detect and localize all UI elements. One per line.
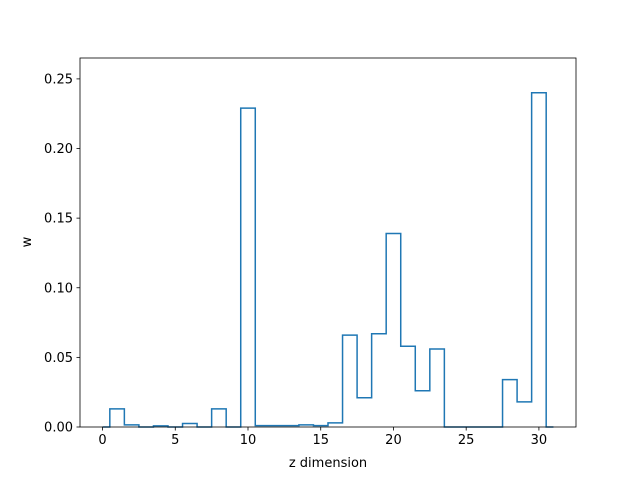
x-tick-label: 25 (458, 433, 475, 448)
axes: 0 5 10 15 20 25 30 0.00 0.05 0.10 0.15 0.20 0.25 (44, 57, 577, 448)
x-tick-label: 0 (98, 433, 106, 448)
x-tick-label: 15 (312, 433, 329, 448)
x-tick-label: 20 (385, 433, 402, 448)
y-tick-label: 0.10 (44, 281, 73, 296)
y-tick-label: 0.00 (44, 421, 73, 436)
x-axis-label: z dimension (289, 456, 367, 471)
y-tick-label: 0.20 (44, 142, 73, 157)
axes-frame (79, 57, 577, 428)
y-axis-label: w (20, 236, 35, 247)
y-tick-label: 0.25 (44, 72, 73, 87)
y-tick-label: 0.05 (44, 351, 73, 366)
x-tick-label: 10 (240, 433, 257, 448)
x-tick-label: 5 (171, 433, 179, 448)
x-tick-label: 30 (531, 433, 548, 448)
y-tick-label: 0.15 (44, 212, 73, 227)
